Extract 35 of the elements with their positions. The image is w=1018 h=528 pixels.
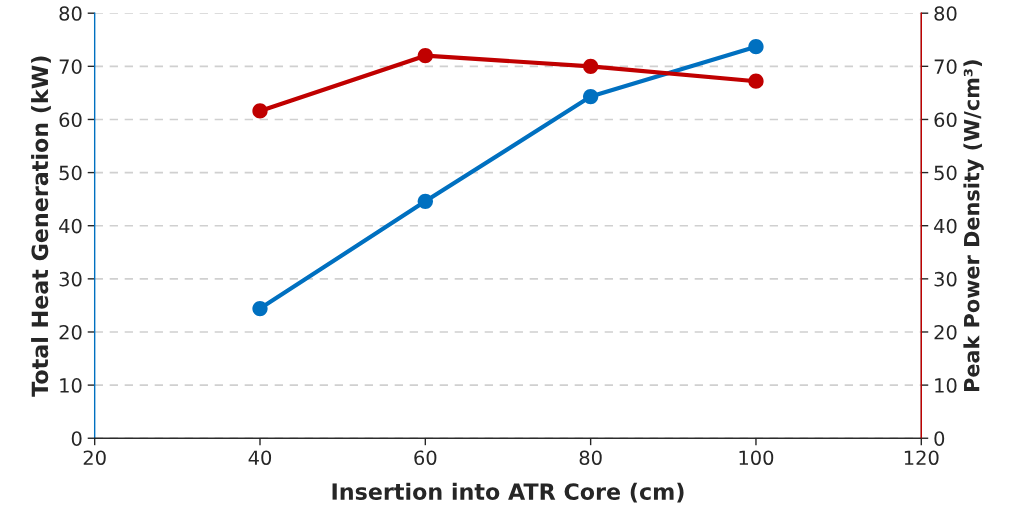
y-tick-label: 10 [60, 378, 82, 393]
y-tick-label: 60 [59, 112, 82, 128]
x-tick-label: 20 [83, 450, 106, 466]
point [417, 48, 433, 64]
y2-tick-label: 0 [934, 431, 945, 446]
y2-tick-label: 80 [934, 6, 957, 21]
y-tick-label: 50 [59, 165, 82, 181]
x-tick-label: 120 [904, 450, 939, 466]
y-tick-label: 40 [59, 218, 82, 234]
point [252, 300, 268, 317]
y2-tick-label: 10 [935, 378, 957, 393]
point [748, 73, 764, 89]
y-axis-title: Total Heat Generation (kW) [31, 56, 51, 397]
point [748, 39, 764, 55]
y-tick-label: 80 [59, 6, 82, 21]
y-tick-label: 30 [59, 271, 82, 287]
y2-tick-label: 20 [934, 324, 957, 340]
y2-tick-label: 60 [934, 112, 957, 128]
x-tick-label: 60 [414, 450, 437, 466]
y2-axis-title: Peak Power Density (W/cm³) [963, 60, 984, 392]
y2-tick-label: 40 [934, 218, 957, 234]
x-axis-title: Insertion into ATR Core (cm) [332, 482, 684, 503]
y2-tick-label: 70 [934, 59, 957, 74]
x-tick-label: 100 [739, 450, 774, 466]
point [583, 58, 599, 74]
y-tick-label: 0 [71, 431, 82, 446]
point [252, 103, 268, 119]
y-tick-label: 70 [59, 59, 82, 74]
x-tick-label: 80 [579, 450, 602, 466]
y2-tick-label: 30 [934, 271, 957, 287]
y-tick-label: 20 [59, 324, 82, 340]
point [417, 193, 433, 209]
x-tick-label: 40 [248, 450, 272, 466]
point [583, 88, 599, 105]
y2-tick-label: 50 [934, 165, 957, 181]
